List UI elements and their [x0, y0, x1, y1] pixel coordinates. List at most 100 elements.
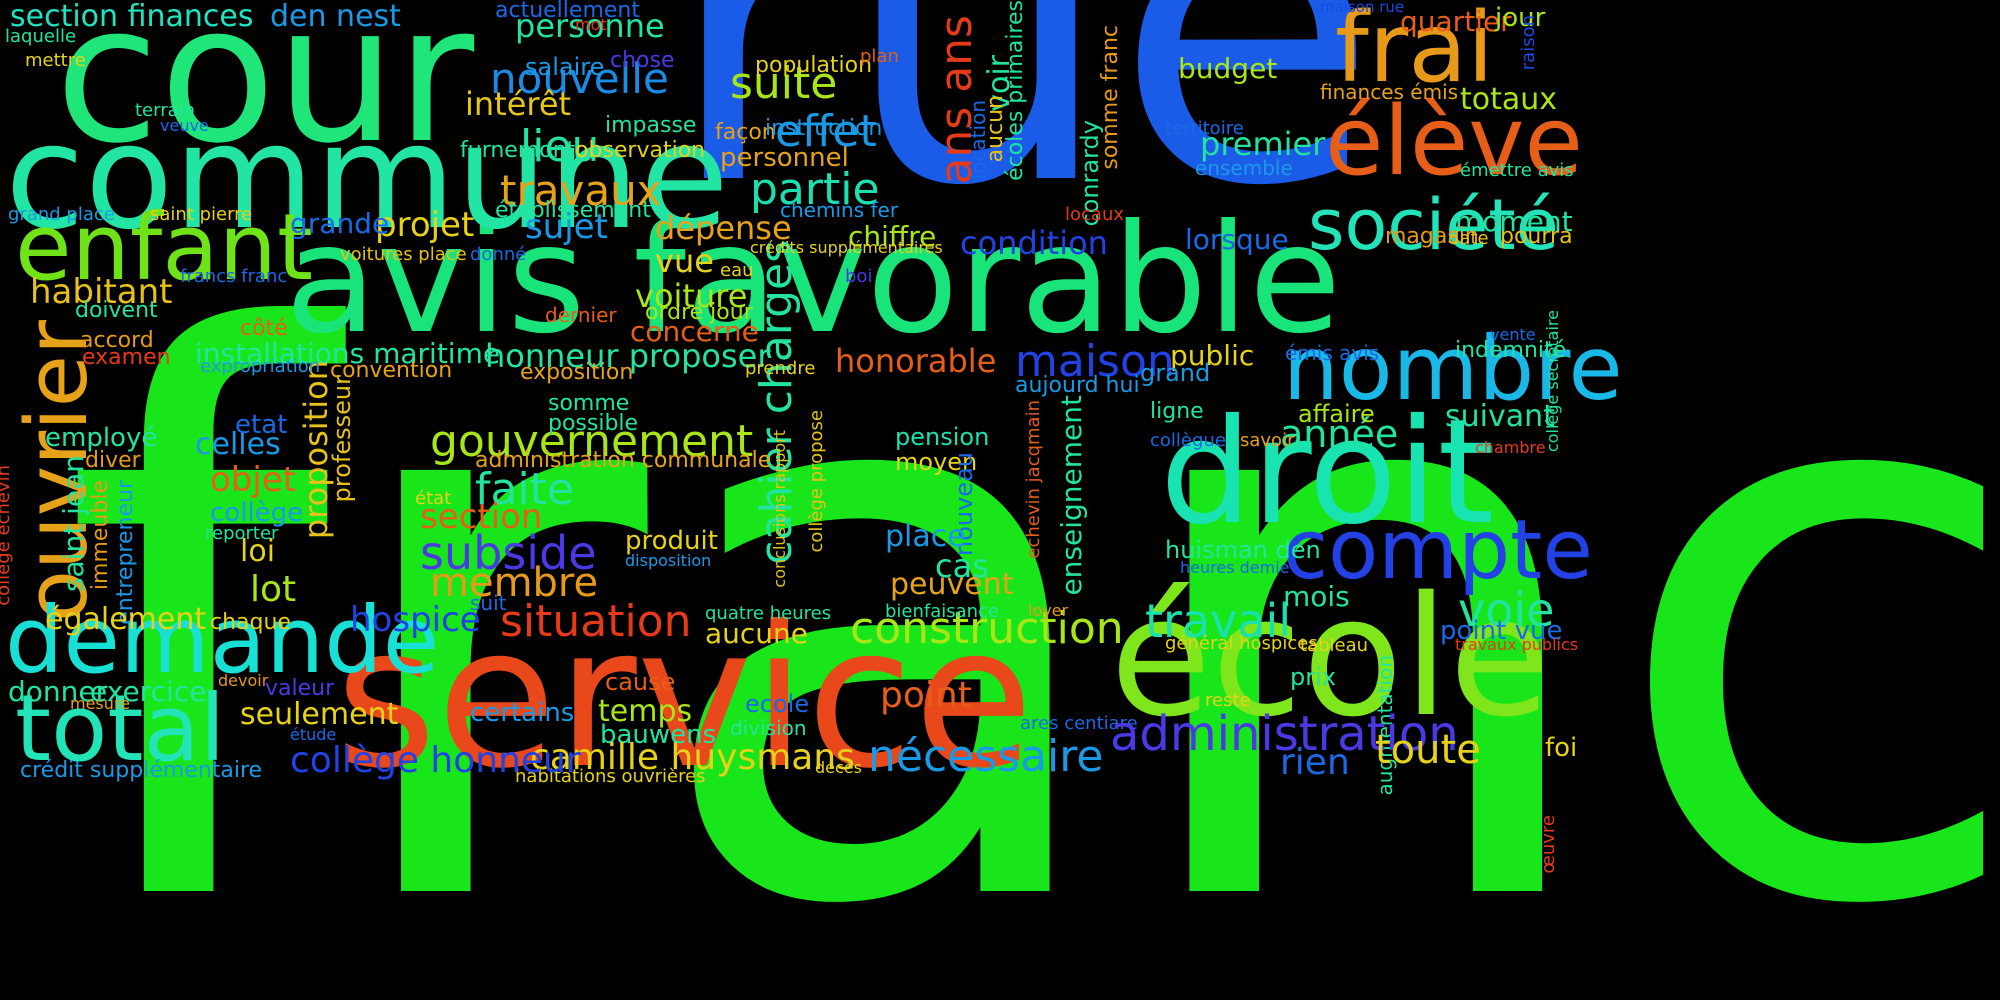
word-saint-pierre: saint pierre	[150, 204, 253, 225]
word-diver: diver	[85, 448, 141, 473]
word-deces: décès	[815, 758, 862, 777]
word-veuve: veuve	[160, 116, 209, 135]
word-interet: intérêt	[465, 85, 572, 123]
word-echevin-jacqmain: echevin jacqmain	[1023, 400, 1044, 559]
word-point-vue: point vue	[1440, 616, 1563, 646]
word-chaque: chaque	[210, 610, 291, 635]
word-toute: toute	[1375, 727, 1481, 773]
word-public: public	[1170, 339, 1255, 372]
word-vente: vente	[1490, 325, 1536, 344]
word-travaux: travaux	[500, 166, 662, 215]
word-produit: produit	[625, 526, 718, 556]
word-professeur: professeur	[328, 375, 356, 503]
word-chemins-fer: chemins fer	[780, 198, 899, 222]
word-mois: mois	[1283, 580, 1350, 613]
word-heures-demie: heures demie	[1180, 558, 1290, 577]
word-loi: loi	[240, 534, 276, 569]
word-personnel: personnel	[720, 143, 849, 173]
word-collegue: collègue	[1150, 430, 1226, 451]
word-lot: lot	[250, 569, 297, 610]
word-subside: subside	[420, 526, 597, 580]
word-suit: suit	[470, 591, 507, 615]
word-quatre-heures: quatre heures	[705, 603, 832, 624]
word-eau: eau	[720, 260, 754, 281]
word-laquelle: laquelle	[5, 26, 77, 47]
word-territoire: territoire	[1165, 118, 1244, 139]
word-point: point	[880, 675, 972, 716]
word-lorsque: lorsque	[1185, 223, 1289, 256]
word-honorable: honorable	[835, 342, 997, 380]
word-expropriation: expropriation	[200, 356, 321, 377]
word-objet: objet	[210, 460, 297, 500]
word-necessaire: nécessaire	[868, 731, 1104, 782]
word-doivent: doivent	[75, 298, 158, 323]
word-travaux-publics: travaux publics	[1455, 635, 1579, 654]
word-date: date	[1448, 228, 1489, 249]
word-maison-rue: maison rue	[1320, 0, 1405, 16]
word-frai: frai	[1335, 0, 1494, 104]
word-ensemble: ensemble	[1195, 156, 1293, 180]
word-possible: possible	[548, 411, 639, 436]
word-grand: grand	[1140, 359, 1211, 387]
word-moment: moment	[1455, 205, 1573, 238]
word-conclusions-rapport: conclusions rapport	[770, 430, 789, 588]
word-accord: accord	[80, 328, 154, 353]
word-place: place	[885, 519, 966, 554]
word-voie: voie	[1458, 583, 1555, 637]
word-actuellement: actuellement	[495, 0, 640, 23]
word-chiffre: chiffre	[848, 220, 937, 253]
word-college-honneur: collège honneur	[290, 740, 581, 781]
word-sujet: sujet	[525, 207, 608, 247]
word-dernier: dernier	[545, 303, 617, 327]
word-reste: reste	[1205, 690, 1251, 711]
word-mot: mot	[575, 15, 607, 34]
word-totaux: totaux	[1460, 82, 1558, 117]
word-compte: compte	[1283, 503, 1593, 598]
word-loyer: loyer	[1028, 601, 1069, 620]
word-lieu: lieu	[520, 121, 600, 172]
word-budget: budget	[1178, 52, 1278, 85]
word-habitant: habitant	[30, 272, 173, 312]
word-devoir: devoir	[218, 671, 269, 690]
word-eleve: élève	[1325, 87, 1583, 197]
word-personne: personne	[515, 7, 665, 45]
word-section: section	[420, 497, 543, 537]
word-convention: convention	[330, 358, 453, 383]
word-chose: chose	[610, 48, 675, 73]
word-college: collège	[210, 498, 304, 528]
word-credits-supplementaires: crédits supplémentaires	[750, 238, 943, 257]
word-tableau: tableau	[1300, 635, 1369, 656]
word-avis-favorable: avis favorable	[285, 193, 1342, 367]
word-faite: faite	[475, 464, 574, 515]
word-credit-supplementaire: crédit supplémentaire	[20, 758, 263, 783]
word-administration-communale: administration communale	[475, 448, 772, 473]
word-service: service	[335, 584, 1034, 811]
word-facon: façon	[715, 120, 776, 145]
word-bienfaisance: bienfaisance	[885, 601, 1000, 622]
word-instruction: instruction	[765, 116, 883, 141]
word-condition: condition	[960, 224, 1108, 262]
word-savoir: savoir	[1240, 430, 1295, 451]
word-nombre: nombre	[1283, 317, 1623, 420]
word-vue: vue	[655, 242, 714, 280]
word-peuvent: peuvent	[890, 567, 1014, 602]
word-aucune: aucune	[705, 617, 809, 650]
word-etude: étude	[290, 725, 337, 744]
word-maison: maison	[1015, 336, 1175, 387]
word-college-propose: collège propose	[806, 410, 827, 553]
word-nouvelle: nouvelle	[490, 54, 669, 103]
word-grand-place: grand place	[8, 204, 115, 225]
word-ligne: ligne	[1150, 399, 1204, 424]
word-honneur-proposer: honneur proposer	[485, 337, 771, 375]
word-enseignement: enseignement	[1055, 395, 1088, 596]
word-grande: grande	[290, 207, 390, 240]
word-examen: examen	[82, 345, 171, 370]
word-partie: partie	[750, 164, 880, 215]
word-locaux: locaux	[1065, 204, 1125, 225]
word-francs-franc: francs franc	[180, 266, 288, 287]
word-demande: demande	[5, 587, 440, 694]
word-emettre-avis: émettre avis	[1460, 160, 1574, 181]
word-projet: projet	[375, 205, 475, 245]
word-rien: rien	[1280, 742, 1350, 783]
word-division: division	[730, 716, 807, 740]
